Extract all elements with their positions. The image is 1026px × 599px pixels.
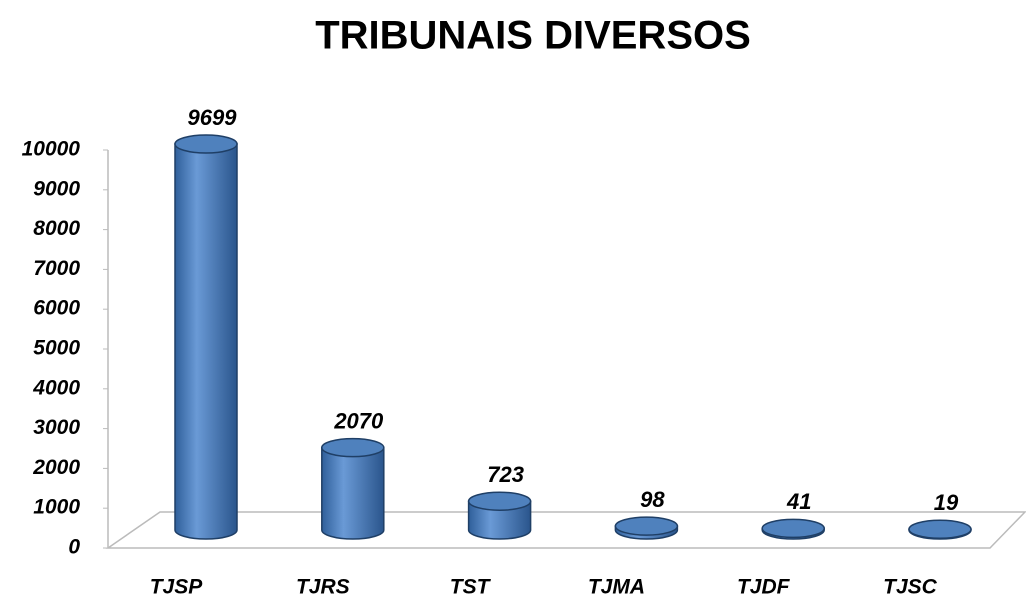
y-tick-label: 8000	[33, 217, 80, 240]
y-tick-label: 5000	[33, 337, 80, 360]
cylinder-top	[174, 134, 238, 154]
y-tick-label: 3000	[33, 416, 80, 439]
value-label: 9699	[188, 105, 238, 130]
x-tick-label: TJRS	[296, 576, 350, 599]
value-label: 41	[786, 489, 811, 514]
cylinder	[321, 446, 385, 540]
x-tick-label: TJDF	[737, 576, 791, 599]
y-tick-label: 6000	[33, 297, 80, 320]
cylinder-top	[614, 516, 679, 536]
cylinder-top	[761, 518, 825, 539]
cylinder-top	[467, 491, 532, 511]
y-tick-label: 7000	[33, 257, 80, 280]
cylinder	[174, 143, 238, 540]
cylinder-top	[908, 519, 972, 539]
x-tick-label: TST	[450, 576, 492, 599]
x-tick-label: TJMA	[588, 576, 645, 599]
y-tick-label: 2000	[32, 456, 80, 479]
y-tick-label: 10000	[22, 138, 81, 161]
chart-title: TRIBUNAIS DIVERSOS	[315, 14, 751, 58]
x-tick-label: TJSC	[883, 576, 938, 599]
value-label: 723	[487, 462, 524, 487]
value-label: 98	[640, 487, 665, 512]
cylinder	[467, 500, 532, 540]
value-label: 19	[934, 490, 959, 515]
y-tick-label: 4000	[32, 376, 80, 399]
y-tick-label: 1000	[33, 496, 80, 519]
x-tick-label: TJSP	[150, 576, 204, 599]
value-label: 2070	[333, 408, 384, 433]
y-tick-label: 0	[68, 536, 80, 559]
cylinder-top	[321, 437, 385, 458]
y-tick-label: 9000	[33, 177, 80, 200]
floor	[105, 511, 1026, 549]
